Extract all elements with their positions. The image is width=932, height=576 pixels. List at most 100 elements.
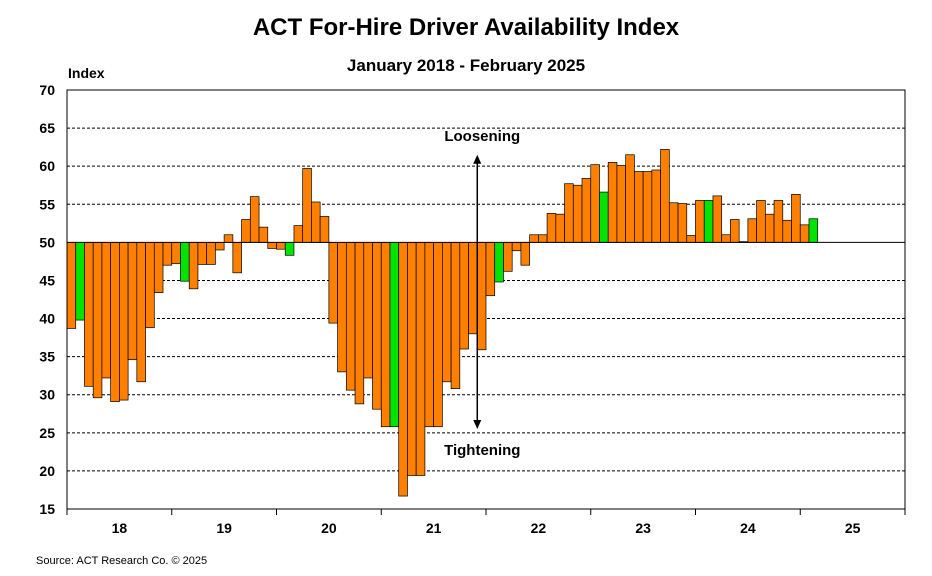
bar <box>677 203 688 243</box>
bar <box>215 242 225 251</box>
bar <box>476 242 487 351</box>
bar <box>607 162 618 243</box>
bar <box>372 242 382 410</box>
bar <box>520 242 530 266</box>
bar <box>136 242 146 383</box>
bar <box>319 216 330 243</box>
bar <box>538 234 548 243</box>
bar <box>660 149 670 243</box>
bar <box>407 242 417 476</box>
bar <box>171 242 181 265</box>
annotation-arrow-head-down <box>473 420 482 430</box>
bar <box>529 234 539 243</box>
chart-title: ACT For-Hire Driver Availability Index <box>252 14 680 41</box>
bar <box>415 242 426 476</box>
bar <box>293 225 304 243</box>
bar <box>424 242 434 428</box>
bar <box>162 242 173 266</box>
bar <box>380 242 391 428</box>
bar <box>345 242 356 391</box>
bar <box>625 154 635 243</box>
x-tick-label: 18 <box>112 520 128 536</box>
bar <box>284 242 295 256</box>
bar <box>276 242 286 250</box>
bar <box>145 242 155 329</box>
annotation-loosening: Loosening <box>444 128 520 145</box>
bar <box>599 191 609 243</box>
y-tick-label: 35 <box>39 349 55 365</box>
bar <box>450 242 461 389</box>
bar <box>206 242 216 265</box>
y-tick-label: 40 <box>39 311 55 327</box>
bar <box>223 234 234 243</box>
bar <box>197 242 208 265</box>
y-tick-label: 50 <box>39 234 55 250</box>
bar <box>267 242 277 249</box>
bar <box>398 242 408 497</box>
annotations: Loosening Tightening <box>444 128 520 459</box>
bar <box>119 242 129 401</box>
y-tick-label: 65 <box>39 120 55 136</box>
bar <box>791 194 801 243</box>
bar <box>695 200 705 243</box>
x-tick-label: 19 <box>216 520 232 536</box>
bar <box>433 242 443 428</box>
bar <box>84 242 94 387</box>
x-tick-label: 25 <box>845 520 861 536</box>
bar <box>485 242 496 297</box>
bar <box>188 242 199 290</box>
bar <box>311 201 321 243</box>
y-tick-label: 20 <box>39 463 55 479</box>
bar <box>712 195 723 243</box>
bar <box>730 219 740 243</box>
bar <box>363 242 373 379</box>
y-tick-label: 60 <box>39 158 55 174</box>
bar <box>389 242 400 428</box>
bar <box>337 242 347 373</box>
bar <box>721 234 731 243</box>
bar <box>511 242 522 252</box>
source-note: Source: ACT Research Co. © 2025 <box>36 555 208 567</box>
y-tick-label: 70 <box>39 82 55 98</box>
axes: 15 20 25 30 35 40 45 50 55 60 65 70 18 19 20 21 22 23 24 25 <box>39 82 906 536</box>
bar <box>75 242 85 321</box>
bar <box>686 235 696 243</box>
bars <box>66 149 819 497</box>
bar <box>651 169 661 243</box>
annotation-tightening: Tightening <box>444 442 520 459</box>
bar <box>232 242 242 274</box>
bar <box>703 200 714 243</box>
annotation-arrow-head-up <box>473 154 482 164</box>
bar <box>328 242 338 324</box>
bar <box>354 242 365 405</box>
y-axis-label: Index <box>68 65 105 81</box>
x-tick-label: 20 <box>321 520 337 536</box>
y-tick-label: 15 <box>39 501 55 517</box>
bar <box>442 242 452 383</box>
bar <box>101 242 111 379</box>
bar <box>127 242 138 361</box>
bar <box>180 242 190 282</box>
bar <box>153 242 164 293</box>
bar <box>616 165 627 243</box>
bar <box>66 242 77 329</box>
x-tick-label: 24 <box>740 520 756 536</box>
bar <box>668 202 679 243</box>
bar <box>756 200 766 243</box>
bar <box>782 219 792 243</box>
bar <box>92 242 103 399</box>
bar <box>799 224 810 243</box>
bar <box>258 226 269 243</box>
bar <box>564 183 574 243</box>
y-tick-label: 55 <box>39 196 55 212</box>
bar <box>494 242 504 283</box>
bar <box>249 196 260 243</box>
y-tick-label: 25 <box>39 425 55 441</box>
x-tick-label: 21 <box>426 520 442 536</box>
x-tick-label: 22 <box>531 520 547 536</box>
x-tick-label: 23 <box>635 520 651 536</box>
bar <box>555 213 565 243</box>
bar <box>459 242 469 350</box>
bar <box>241 219 251 243</box>
